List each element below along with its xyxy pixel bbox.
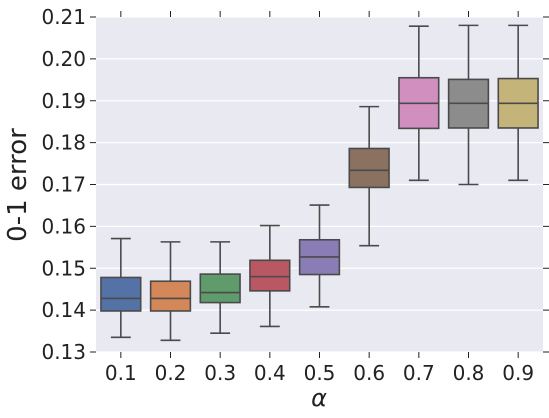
box-body xyxy=(149,280,192,312)
box-0.7 xyxy=(398,25,440,182)
box-body xyxy=(348,147,390,189)
box-0.2 xyxy=(149,241,192,342)
x-tick-label: 0.2 xyxy=(155,361,187,385)
y-tick-label: 0.16 xyxy=(41,214,86,238)
y-tick-label: 0.18 xyxy=(41,131,86,155)
x-tick-label: 0.8 xyxy=(453,361,485,385)
y-tick-label: 0.20 xyxy=(41,47,86,71)
x-axis-label: α xyxy=(311,384,327,412)
y-tick-label: 0.14 xyxy=(41,298,86,322)
y-tick-labels: 0.13 0.14 0.15 0.16 0.17 0.18 0.19 0.20 0.21 xyxy=(41,5,86,364)
box-0.5 xyxy=(298,204,341,308)
boxes xyxy=(100,24,539,342)
box-0.8 xyxy=(447,24,490,186)
box-body xyxy=(100,276,142,312)
y-axis-label: 0-1 error xyxy=(3,128,33,242)
x-tick-label: 0.6 xyxy=(353,361,385,385)
x-tick-label: 0.9 xyxy=(502,361,534,385)
x-tick-labels: 0.1 0.2 0.3 0.4 0.5 0.6 0.7 0.8 0.9 xyxy=(105,361,534,385)
box-0.3 xyxy=(199,241,241,334)
box-0.1 xyxy=(100,237,142,339)
x-tick-label: 0.7 xyxy=(403,361,435,385)
box-0.4 xyxy=(249,224,291,328)
y-tick-label: 0.17 xyxy=(41,173,86,197)
y-tick-label: 0.21 xyxy=(41,5,86,29)
y-tick-label: 0.13 xyxy=(41,340,86,364)
x-tick-label: 0.5 xyxy=(304,361,336,385)
x-tick-label: 0.1 xyxy=(105,361,137,385)
box-body xyxy=(199,273,241,304)
x-tick-label: 0.3 xyxy=(204,361,236,385)
box-0.9 xyxy=(497,24,539,182)
y-tick-label: 0.19 xyxy=(41,89,86,113)
box-0.6 xyxy=(348,105,390,247)
y-tick-label: 0.15 xyxy=(41,256,86,280)
x-tick-label: 0.4 xyxy=(254,361,286,385)
box-body xyxy=(249,259,291,292)
axis-ticks xyxy=(90,11,549,358)
